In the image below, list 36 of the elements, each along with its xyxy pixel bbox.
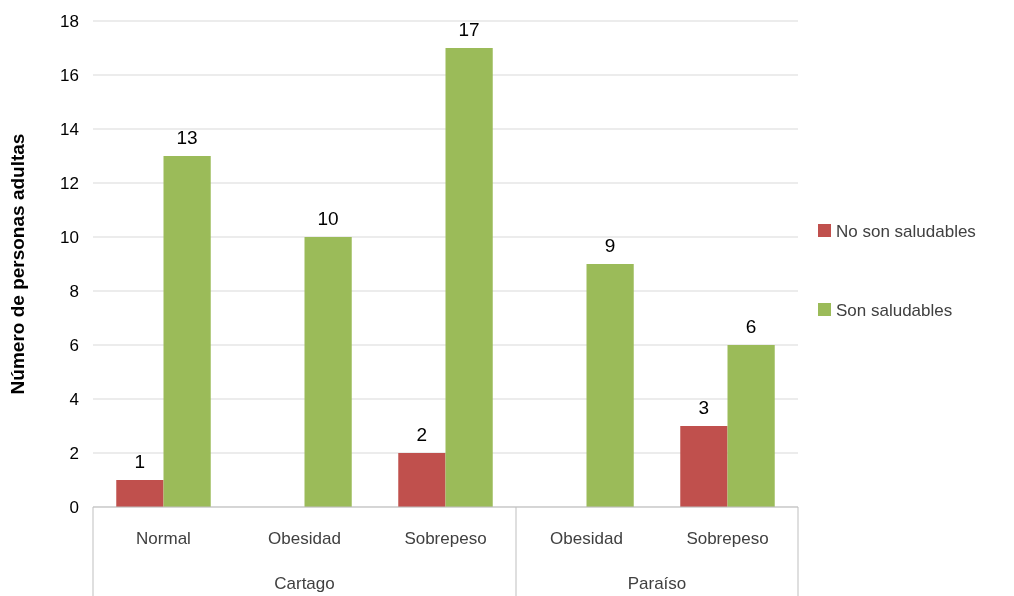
y-tick-label: 10 [60, 227, 79, 247]
y-tick-label: 4 [69, 389, 79, 409]
data-label: 9 [604, 235, 616, 256]
data-label: 1 [134, 451, 146, 472]
bar [163, 156, 211, 507]
data-label: 17 [458, 19, 480, 40]
data-label: 10 [317, 208, 339, 229]
bar [116, 480, 164, 507]
data-label: 13 [176, 127, 198, 148]
data-label: 2 [416, 424, 428, 445]
y-tick-label: 2 [69, 443, 79, 463]
data-label: 6 [745, 316, 757, 337]
bar [680, 426, 728, 507]
x-tick-label: Sobrepeso [686, 529, 769, 548]
text: Cartago [274, 574, 335, 593]
y-tick-label: 12 [60, 173, 79, 193]
legend-label: No son saludables [836, 221, 976, 241]
y-tick-label: 0 [69, 497, 79, 517]
y-tick-label: 16 [60, 65, 79, 85]
y-tick-label: 18 [60, 11, 79, 31]
y-tick-label: 14 [60, 119, 79, 139]
bar [727, 345, 775, 507]
bar [304, 237, 352, 507]
bar [445, 48, 493, 507]
text: Paraíso [627, 574, 687, 593]
x-tick-label: Obesidad [268, 529, 341, 548]
y-axis-title: Número de personas adultas [7, 133, 28, 395]
x-tick-label: Obesidad [550, 529, 623, 548]
legend-label: Son saludables [836, 300, 953, 320]
x-tick-label: Sobrepeso [404, 529, 487, 548]
bar [398, 453, 446, 507]
y-tick-label: 6 [69, 335, 79, 355]
data-label: 3 [698, 397, 710, 418]
y-tick-label: 8 [69, 281, 79, 301]
x-tick-label: Normal [136, 529, 191, 548]
bar [586, 264, 634, 507]
